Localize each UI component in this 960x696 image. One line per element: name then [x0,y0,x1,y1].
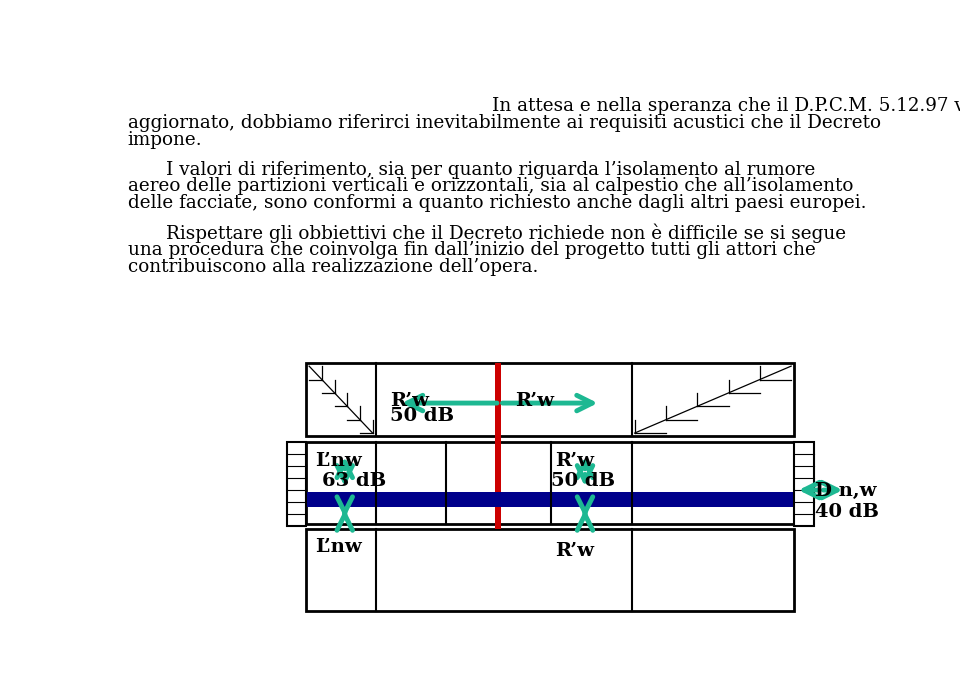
Text: aereo delle partizioni verticali e orizzontali, sia al calpestio che all’isolame: aereo delle partizioni verticali e orizz… [128,177,853,196]
Text: R’w: R’w [516,392,554,409]
Text: 50 dB: 50 dB [551,473,615,491]
Text: I valori di riferimento, sia per quanto riguarda l’isolamento al rumore: I valori di riferimento, sia per quanto … [166,161,816,178]
Bar [306,363,794,436]
Text: delle facciate, sono conformi a quanto richiesto anche dagli altri paesi europei: delle facciate, sono conformi a quanto r… [128,194,866,212]
Text: R’w: R’w [556,452,594,470]
Text: R’w: R’w [390,392,429,409]
Text: L’nw: L’nw [315,538,362,556]
Text: L’nw: L’nw [315,452,362,470]
Bar [794,443,814,526]
Text: contribuiscono alla realizzazione dell’opera.: contribuiscono alla realizzazione dell’o… [128,258,539,276]
Bar [306,528,794,611]
Text: 50 dB: 50 dB [390,407,454,425]
Text: aggiornato, dobbiamo riferirci inevitabilmente ai requisiti acustici che il Decr: aggiornato, dobbiamo riferirci inevitabi… [128,114,880,132]
Text: 40 dB: 40 dB [815,503,879,521]
Text: D n,w: D n,w [815,482,876,500]
Text: Rispettare gli obbiettivi che il Decreto richiede non è difficile se si segue: Rispettare gli obbiettivi che il Decreto… [166,223,847,243]
Text: R’w: R’w [556,541,594,560]
Bar [287,443,306,526]
Bar [495,363,501,528]
Text: impone.: impone. [128,132,203,149]
Bar [306,443,794,524]
Bar [306,491,794,507]
Text: una procedura che coinvolga fin dall’inizio del progetto tutti gli attori che: una procedura che coinvolga fin dall’ini… [128,241,816,259]
Text: 63 dB: 63 dB [323,473,387,491]
Text: In attesa e nella speranza che il D.P.C.M. 5.12.97 venga rivisitato e: In attesa e nella speranza che il D.P.C.… [492,97,960,116]
